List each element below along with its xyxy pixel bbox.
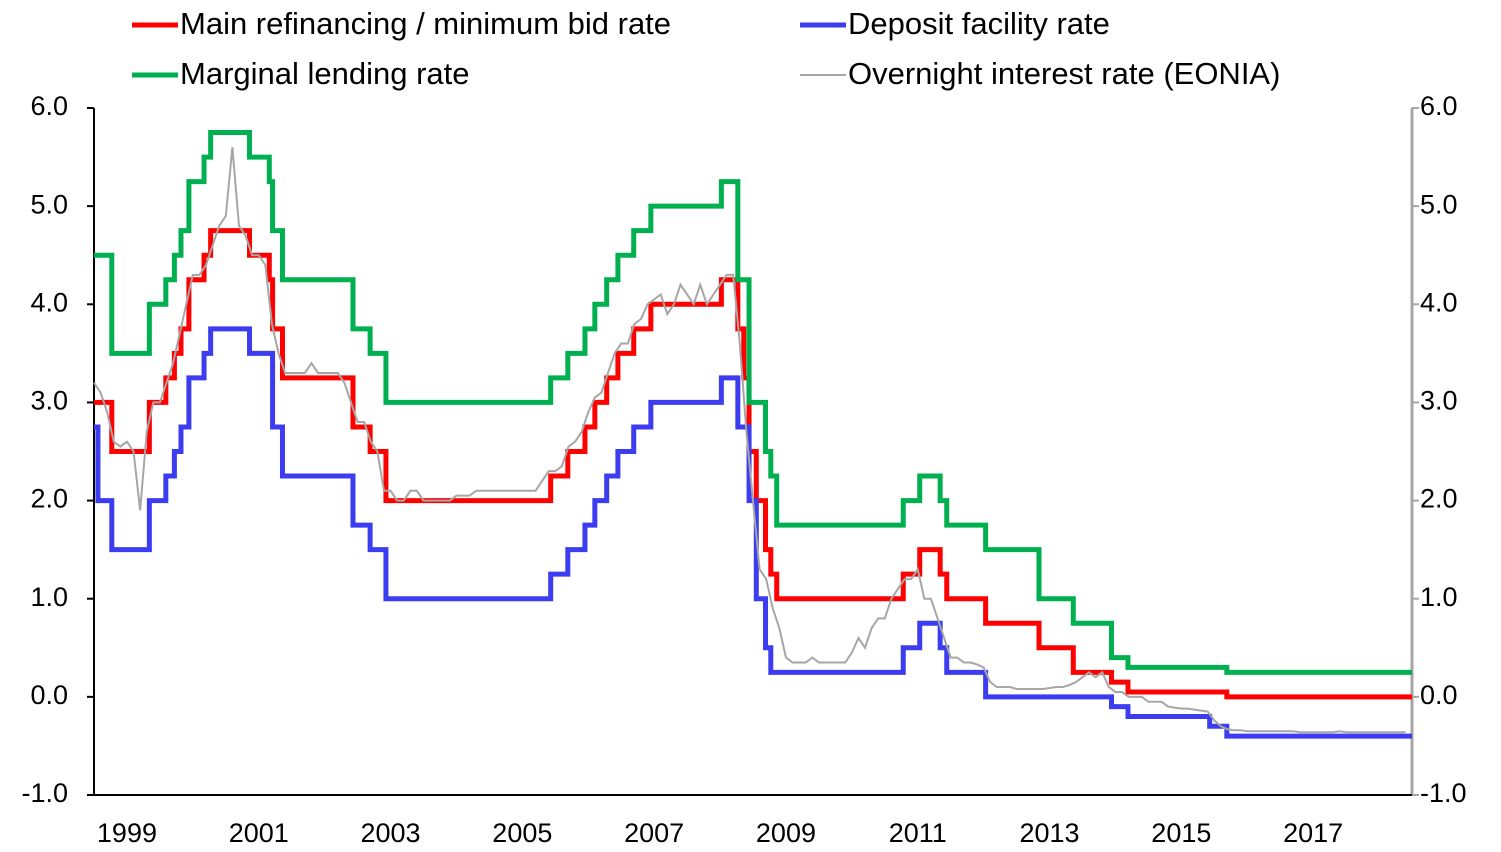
y2-tick-label: -1.0 <box>1420 778 1467 808</box>
x-tick-label: 2007 <box>624 818 684 848</box>
y2-tick-label: 1.0 <box>1420 582 1458 612</box>
y-tick-label: 1.0 <box>30 582 68 612</box>
y2-tick-label: 2.0 <box>1420 484 1458 514</box>
y2-tick-label: 0.0 <box>1420 680 1458 710</box>
x-tick-label: 1999 <box>97 818 157 848</box>
y2-tick-label: 6.0 <box>1420 91 1458 121</box>
legend-label: Main refinancing / minimum bid rate <box>180 6 671 41</box>
legend-label: Deposit facility rate <box>848 6 1110 41</box>
x-tick-label: 2017 <box>1283 818 1343 848</box>
series-line <box>94 326 1412 739</box>
y-tick-label: 3.0 <box>30 386 68 416</box>
y2-tick-label: 3.0 <box>1420 386 1458 416</box>
y-tick-label: 4.0 <box>30 287 68 317</box>
series-line <box>94 228 1412 700</box>
x-tick-label: 2015 <box>1151 818 1211 848</box>
x-tick-label: 2013 <box>1020 818 1080 848</box>
x-tick-label: 2005 <box>492 818 552 848</box>
legend-label: Overnight interest rate (EONIA) <box>848 56 1280 91</box>
x-tick-label: 2011 <box>889 818 947 848</box>
y2-tick-label: 5.0 <box>1420 189 1458 219</box>
series-line <box>93 147 1406 734</box>
legend-label: Marginal lending rate <box>180 56 470 91</box>
y-tick-label: 6.0 <box>30 91 68 121</box>
y-tick-label: -1.0 <box>21 778 68 808</box>
x-tick-label: 2003 <box>361 818 421 848</box>
x-tick-label: 2009 <box>756 818 816 848</box>
x-tick-label: 2001 <box>229 818 289 848</box>
y-tick-label: 2.0 <box>30 484 68 514</box>
y-tick-label: 5.0 <box>30 189 68 219</box>
y2-tick-label: 4.0 <box>1420 287 1458 317</box>
series-line <box>94 130 1412 675</box>
y-tick-label: 0.0 <box>30 680 68 710</box>
